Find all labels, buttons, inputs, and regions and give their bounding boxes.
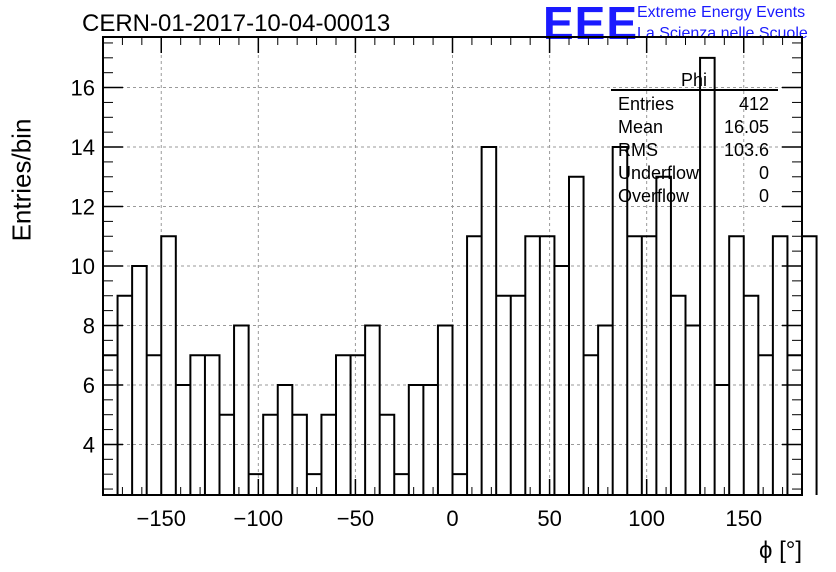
- histogram-bin: [467, 236, 482, 495]
- stats-entries-value: 412: [739, 94, 769, 114]
- histogram-bin: [642, 236, 657, 495]
- histogram-bin: [758, 355, 773, 495]
- y-tick-label: 6: [83, 373, 95, 398]
- histogram-bin: [525, 236, 540, 495]
- y-tick-label: 12: [71, 195, 95, 220]
- histogram-bin: [409, 385, 424, 495]
- histogram-bin: [365, 325, 380, 495]
- histogram-bin: [773, 236, 788, 495]
- stats-mean-label: Mean: [618, 117, 663, 137]
- histogram-bin: [482, 147, 497, 495]
- run-title: CERN-01-2017-10-04-00013: [82, 10, 391, 37]
- histogram-bin: [438, 325, 453, 495]
- histogram-bin: [307, 474, 322, 495]
- axis-ticks: [103, 37, 802, 495]
- histogram-bin: [103, 355, 118, 495]
- x-tick-label: 0: [446, 506, 458, 531]
- eee-logo: EEE: [543, 0, 639, 49]
- x-tick-label: 50: [537, 506, 561, 531]
- y-tick-label: 10: [71, 254, 95, 279]
- histogram-bin: [263, 415, 278, 495]
- histogram-bin: [627, 236, 642, 495]
- y-tick-label: 8: [83, 313, 95, 338]
- histogram-bin: [496, 296, 511, 495]
- histogram-bin: [147, 355, 162, 495]
- histogram-bin: [744, 296, 759, 495]
- histogram-bin: [540, 236, 555, 495]
- x-tick-label: 150: [725, 506, 762, 531]
- histogram-bin: [321, 415, 336, 495]
- histogram-bin: [686, 325, 701, 495]
- stats-entries-label: Entries: [618, 94, 674, 114]
- histogram-bin: [554, 266, 569, 495]
- y-tick-label: 14: [71, 135, 95, 160]
- stats-underflow-label: Underflow: [618, 163, 700, 183]
- histogram-bin: [161, 236, 176, 495]
- stats-mean-value: 16.05: [724, 117, 769, 137]
- brand-line-1: Extreme Energy Events: [637, 4, 806, 21]
- x-tick-label: 100: [628, 506, 665, 531]
- histogram-bin: [700, 58, 715, 495]
- histogram-bin: [729, 236, 744, 495]
- histogram-bin: [220, 415, 235, 495]
- histogram-bin: [584, 355, 599, 495]
- histogram-bin: [249, 474, 264, 495]
- histogram-bin: [292, 415, 307, 495]
- histogram-bin: [423, 385, 438, 495]
- x-tick-label: −100: [234, 506, 284, 531]
- stats-rms-label: RMS: [618, 140, 658, 160]
- histogram-bin: [598, 325, 613, 495]
- stats-box: Phi Entries 412 Mean 16.05 RMS 103.6 Und…: [611, 70, 778, 206]
- plot-frame: [102, 36, 803, 496]
- x-tick-label: −50: [337, 506, 374, 531]
- histogram-bin: [190, 355, 205, 495]
- histogram-bin: [234, 325, 249, 495]
- y-tick-label: 16: [71, 76, 95, 101]
- stats-overflow-label: Overflow: [618, 186, 690, 206]
- x-axis-label: ϕ [°]: [759, 537, 802, 564]
- histogram-bin: [671, 296, 686, 495]
- histogram-bin: [787, 355, 802, 495]
- stats-rms-value: 103.6: [724, 140, 769, 160]
- y-tick-label: 4: [83, 432, 95, 457]
- histogram-bin: [394, 474, 409, 495]
- histogram-bin: [176, 385, 191, 495]
- histogram-bin: [380, 415, 395, 495]
- histogram-bin: [569, 177, 584, 495]
- histogram-bin: [118, 296, 133, 495]
- tick-labels: −150 −100 −50 0 50 100 150 4 6 8 10 12 14 16: [71, 76, 763, 531]
- stats-overflow-value: 0: [759, 186, 769, 206]
- stats-underflow-value: 0: [759, 163, 769, 183]
- stats-title: Phi: [681, 70, 707, 90]
- histogram-bin: [453, 474, 468, 495]
- histogram-bins: [103, 58, 817, 495]
- histogram-bin: [511, 296, 526, 495]
- x-tick-label: −150: [136, 506, 186, 531]
- histogram-bin: [802, 236, 817, 495]
- histogram-outline: [102, 56, 818, 495]
- histogram-bin: [656, 177, 671, 495]
- histogram-bin: [336, 355, 351, 495]
- histogram-bin: [351, 355, 366, 495]
- histogram-bin: [278, 385, 293, 495]
- histogram-bin: [132, 266, 147, 495]
- histogram-bin: [715, 385, 730, 495]
- histogram-bin: [205, 355, 220, 495]
